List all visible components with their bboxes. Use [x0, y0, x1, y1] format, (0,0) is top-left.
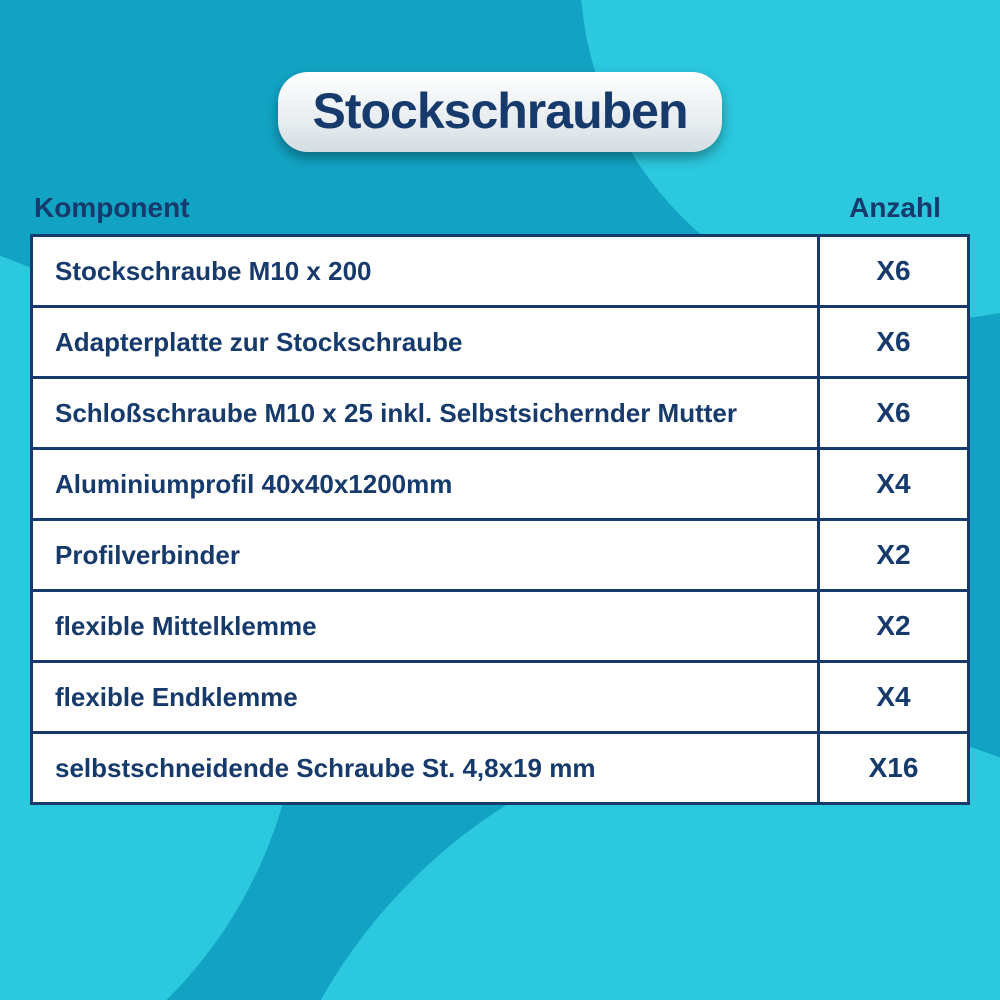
cell-component: Adapterplatte zur Stockschraube [32, 307, 819, 378]
cell-component: Profilverbinder [32, 520, 819, 591]
cell-quantity: X6 [819, 378, 969, 449]
title-pill: Stockschrauben [278, 72, 721, 152]
table-row: Adapterplatte zur Stockschraube X6 [32, 307, 969, 378]
cell-component: selbstschneidende Schraube St. 4,8x19 mm [32, 733, 819, 804]
cell-quantity: X6 [819, 307, 969, 378]
table-row: Stockschraube M10 x 200 X6 [32, 236, 969, 307]
cell-quantity: X4 [819, 662, 969, 733]
header-component: Komponent [30, 192, 820, 224]
table-row: Profilverbinder X2 [32, 520, 969, 591]
table-row: selbstschneidende Schraube St. 4,8x19 mm… [32, 733, 969, 804]
table-wrap: Komponent Anzahl Stockschraube M10 x 200… [30, 192, 970, 805]
table-row: flexible Endklemme X4 [32, 662, 969, 733]
content-area: Stockschrauben Komponent Anzahl Stocksch… [0, 0, 1000, 1000]
table-row: Aluminiumprofil 40x40x1200mm X4 [32, 449, 969, 520]
cell-component: Schloßschraube M10 x 25 inkl. Selbstsich… [32, 378, 819, 449]
table-row: flexible Mittelklemme X2 [32, 591, 969, 662]
cell-component: flexible Endklemme [32, 662, 819, 733]
cell-component: flexible Mittelklemme [32, 591, 819, 662]
cell-component: Aluminiumprofil 40x40x1200mm [32, 449, 819, 520]
cell-quantity: X2 [819, 520, 969, 591]
cell-quantity: X2 [819, 591, 969, 662]
cell-component: Stockschraube M10 x 200 [32, 236, 819, 307]
cell-quantity: X16 [819, 733, 969, 804]
table-headers: Komponent Anzahl [30, 192, 970, 224]
cell-quantity: X6 [819, 236, 969, 307]
page-title: Stockschrauben [312, 83, 687, 139]
components-table: Stockschraube M10 x 200 X6 Adapterplatte… [30, 234, 970, 805]
table-row: Schloßschraube M10 x 25 inkl. Selbstsich… [32, 378, 969, 449]
header-quantity: Anzahl [820, 192, 970, 224]
cell-quantity: X4 [819, 449, 969, 520]
